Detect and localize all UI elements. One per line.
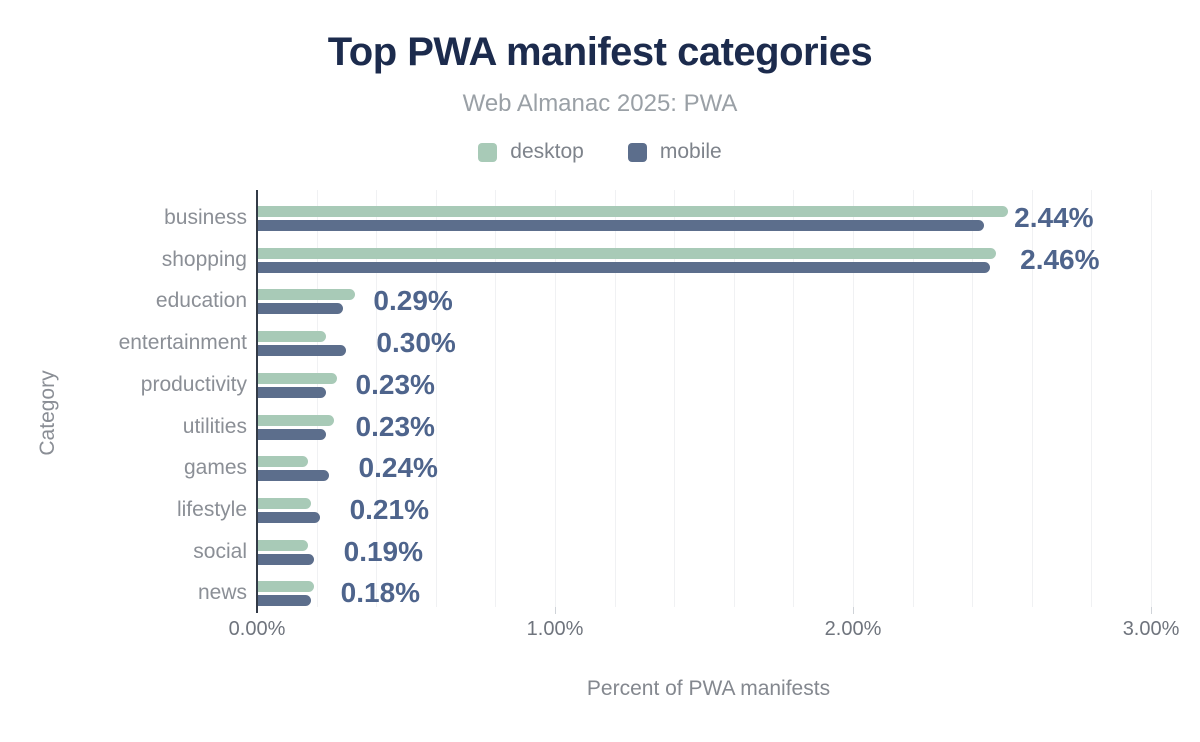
value-label-lifestyle: 0.21% (349, 493, 429, 525)
x-tick-label-1.00%: 1.00% (526, 618, 584, 640)
category-label-entertainment: entertainment (118, 331, 247, 355)
category-label-productivity: productivity (140, 372, 247, 396)
category-label-business: business (164, 206, 247, 229)
category-row-news: news (40, 565, 247, 607)
bar-mobile-games (257, 470, 329, 482)
chart-title: Top PWA manifest categories (327, 30, 873, 74)
bar-row-education: 0.29% (257, 273, 1160, 317)
x-tick-label-3.00%: 3.00% (1122, 618, 1180, 640)
bar-row-news: 0.18% (257, 565, 1160, 609)
category-row-business: business (40, 190, 247, 232)
gridline (972, 190, 974, 607)
gridline (1091, 190, 1093, 607)
category-row-lifestyle: lifestyle (40, 482, 247, 524)
gridline (733, 190, 735, 607)
bar-mobile-productivity (257, 386, 326, 398)
category-row-education: education (40, 273, 247, 315)
gridline (495, 190, 497, 607)
bar-desktop-games (257, 456, 308, 468)
value-label-education: 0.29% (373, 285, 453, 317)
plot-area: 2.44% 2.46% 0.29% 0.30% 0.23% 0.23% 0.24% 0.21%… (256, 190, 1160, 613)
gridline (793, 190, 795, 607)
category-label-education: education (155, 289, 247, 313)
category-row-shopping: shopping (40, 232, 247, 274)
category-label-utilities: utilities (182, 414, 247, 438)
legend-label-desktop: desktop (510, 140, 584, 163)
bar-row-lifestyle: 0.21% (257, 482, 1160, 525)
category-row-utilities: utilities (40, 399, 247, 441)
category-row-games: games (40, 440, 247, 482)
bar-mobile-utilities (257, 428, 326, 440)
value-label-shopping: 2.46% (1020, 243, 1100, 275)
bar-mobile-business (257, 220, 985, 231)
x-tick (555, 607, 557, 614)
bar-mobile-entertainment (257, 345, 347, 357)
x-tick-label-2.00%: 2.00% (824, 618, 882, 640)
x-tick (853, 607, 855, 614)
x-axis: 0.00% 1.00% 2.00% 3.00% (229, 607, 1179, 647)
gridline (853, 190, 855, 607)
legend-item-mobile[interactable]: mobile (627, 140, 722, 164)
bar-row-shopping: 2.46% (257, 232, 1160, 275)
value-label-business: 2.44% (1014, 202, 1094, 233)
gridline (435, 190, 437, 607)
bar-desktop-social (257, 539, 308, 551)
gridline (912, 190, 914, 607)
bar-mobile-lifestyle (257, 511, 320, 523)
value-label-social: 0.19% (343, 535, 424, 567)
category-row-entertainment: entertainment (40, 315, 247, 357)
gridline (1151, 190, 1153, 607)
x-tick (1151, 607, 1153, 614)
bar-row-games: 0.24% (257, 440, 1160, 484)
gridline (614, 190, 616, 607)
category-row-social: social (40, 524, 247, 566)
bar-row-social: 0.19% (257, 524, 1160, 567)
bar-mobile-news (257, 595, 311, 607)
bar-row-business: 2.44% (257, 190, 1160, 233)
bar-desktop-lifestyle (257, 497, 311, 509)
bar-row-entertainment: 0.30% (257, 315, 1160, 359)
bar-desktop-news (257, 581, 314, 593)
bar-desktop-shopping (257, 247, 997, 259)
bar-mobile-social (257, 553, 314, 565)
legend: desktop mobile (0, 140, 1200, 164)
category-label-social: social (193, 539, 247, 563)
bar-desktop-entertainment (257, 331, 326, 343)
category-axis: business shopping education entertainment pr… (40, 190, 247, 607)
category-row-productivity: productivity (40, 357, 247, 399)
bar-desktop-productivity (257, 372, 338, 384)
bar-desktop-business (257, 206, 1008, 217)
value-label-news: 0.18% (340, 577, 421, 609)
x-tick-label-0.00%: 0.00% (228, 618, 286, 640)
bar-desktop-utilities (257, 414, 335, 426)
value-label-entertainment: 0.30% (376, 327, 456, 359)
category-label-games: games (183, 456, 247, 480)
x-axis-title: Percent of PWA manifests (586, 677, 831, 700)
bar-row-utilities: 0.23% (257, 399, 1160, 442)
gridline (316, 190, 318, 607)
legend-swatch-mobile (627, 142, 647, 162)
gridline (376, 190, 378, 607)
legend-item-desktop[interactable]: desktop (478, 140, 584, 164)
bar-desktop-education (257, 289, 356, 301)
bar-mobile-shopping (257, 261, 991, 273)
category-label-news: news (197, 581, 247, 605)
y-axis-line (256, 190, 258, 613)
bar-mobile-education (257, 303, 344, 315)
value-label-productivity: 0.23% (355, 368, 435, 400)
legend-label-mobile: mobile (659, 140, 722, 163)
gridline (555, 190, 557, 607)
category-label-shopping: shopping (161, 247, 247, 271)
legend-swatch-desktop (478, 142, 498, 162)
gridline (674, 190, 676, 607)
gridline (1031, 190, 1033, 607)
category-label-lifestyle: lifestyle (176, 497, 247, 521)
value-label-utilities: 0.23% (355, 410, 435, 442)
chart-subtitle: Web Almanac 2025: PWA (462, 90, 738, 117)
bar-row-productivity: 0.23% (257, 357, 1160, 400)
value-label-games: 0.24% (358, 452, 438, 484)
